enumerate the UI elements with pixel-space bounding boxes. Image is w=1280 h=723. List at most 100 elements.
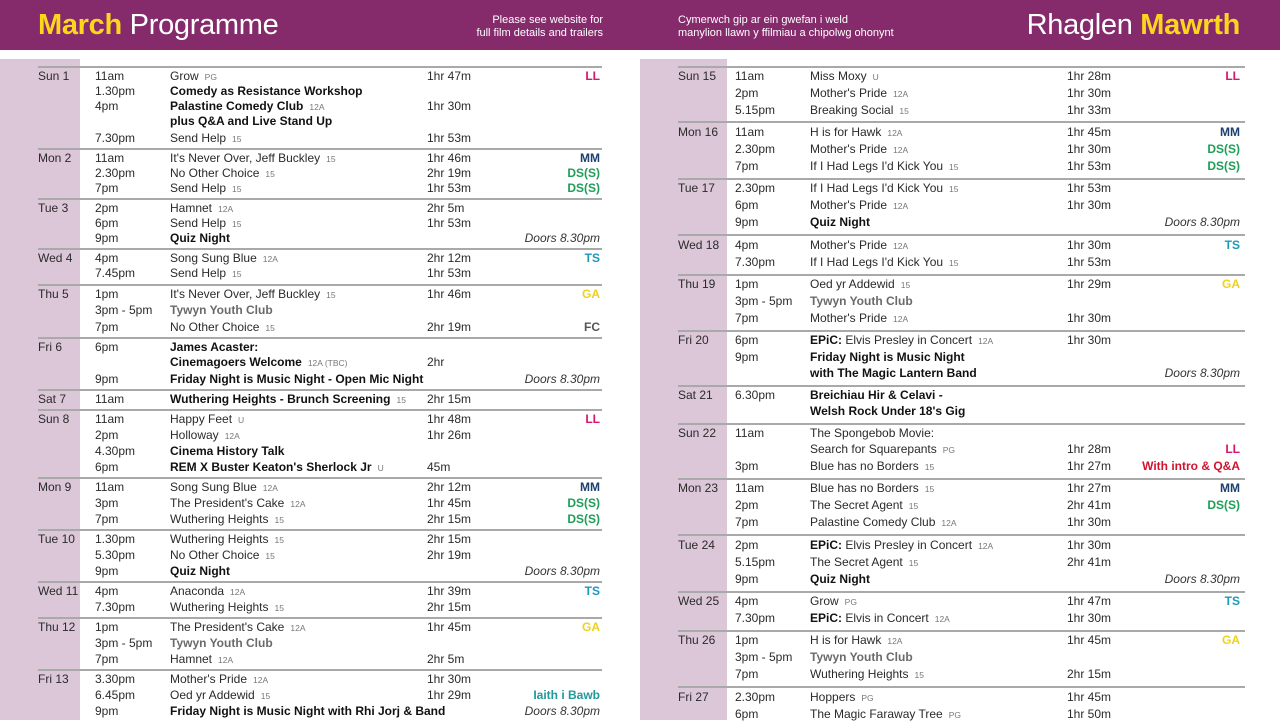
screening-row[interactable]: 2pm Mother's Pride 12A 1hr 30m [640,85,1280,101]
screening-row[interactable]: 7.30pm EPiC: Elvis in Concert 12A 1hr 30m [640,610,1280,626]
screening-row[interactable]: 9pm Friday Night is Music Night [640,349,1280,365]
film-title[interactable]: Send Help 15 [170,130,242,147]
film-title[interactable]: Miss Moxy U [810,68,879,85]
film-title[interactable]: The President's Cake 12A [170,619,305,636]
screening-row[interactable]: 3pm The President's Cake 12A 1hr 45m DS(S) [0,495,640,511]
screening-row[interactable]: Cinemagoers Welcome 12A (TBC) 2hr [0,354,640,370]
film-title[interactable]: Grow PG [170,68,217,85]
film-title[interactable]: It's Never Over, Jeff Buckley 15 [170,150,336,167]
screening-row[interactable]: 7.30pm If I Had Legs I'd Kick You 15 1hr 53… [640,254,1280,270]
film-title[interactable]: No Other Choice 15 [170,165,275,182]
film-title[interactable]: No Other Choice 15 [170,319,275,336]
film-title[interactable]: Wuthering Heights 15 [170,531,284,548]
film-title[interactable]: Wuthering Heights 15 [170,511,284,528]
screening-row[interactable]: 6pm REM X Buster Keaton's Sherlock Jr U 45m [0,459,640,475]
film-title[interactable]: Tywyn Youth Club [170,635,273,651]
screening-row[interactable]: 7.30pm Wuthering Heights 15 2hr 15m [0,599,640,615]
film-title[interactable]: The Spongebob Movie: [810,425,934,441]
screening-row[interactable]: 4pm Mother's Pride 12A 1hr 30m TS [640,237,1280,253]
screening-row[interactable]: 2.30pm No Other Choice 15 2hr 19m DS(S) [0,165,640,181]
screening-row[interactable]: 2.30pm Hoppers PG 1hr 45m [640,689,1280,705]
screening-row[interactable]: 3.30pm Mother's Pride 12A 1hr 30m [0,671,640,687]
screening-row[interactable]: 7pm Wuthering Heights 15 2hr 15m DS(S) [0,511,640,527]
screening-row[interactable]: 2pm EPiC: Elvis Presley in Concert 12A 1hr … [640,537,1280,553]
screening-row[interactable]: 7pm If I Had Legs I'd Kick You 15 1hr 53m DS… [640,158,1280,174]
screening-row[interactable]: 1.30pm Wuthering Heights 15 2hr 15m [0,531,640,547]
screening-row[interactable]: 4pm Anaconda 12A 1hr 39m TS [0,583,640,599]
screening-row[interactable]: 7pm Palastine Comedy Club 12A 1hr 30m [640,514,1280,530]
screening-row[interactable]: 6.45pm Oed yr Addewid 15 1hr 29m Iaith i Baw… [0,687,640,703]
screening-row[interactable]: 6pm Mother's Pride 12A 1hr 30m [640,197,1280,213]
film-title[interactable]: Wuthering Heights 15 [170,599,284,616]
screening-row[interactable]: 5.15pm Breaking Social 15 1hr 33m [640,102,1280,118]
film-title[interactable]: Cinemagoers Welcome 12A (TBC) [170,354,348,371]
screening-row[interactable]: 4.30pm Cinema History Talk [0,443,640,459]
film-title[interactable]: Mother's Pride 12A [810,85,908,102]
screening-row[interactable]: 11am Blue has no Borders 15 1hr 27m MM [640,480,1280,496]
film-title[interactable]: Search for Squarepants PG [810,441,955,458]
film-title[interactable]: No Other Choice 15 [170,547,275,564]
screening-row[interactable]: 2pm Hamnet 12A 2hr 5m [0,200,640,216]
film-title[interactable]: Comedy as Resistance Workshop [170,83,363,99]
film-title[interactable]: The President's Cake 12A [170,495,305,512]
film-title[interactable]: Send Help 15 [170,180,242,197]
film-title[interactable]: Breaking Social 15 [810,102,909,119]
film-title[interactable]: EPiC: Elvis in Concert 12A [810,610,950,627]
film-title[interactable]: Tywyn Youth Club [810,649,913,665]
screening-row[interactable]: 3pm - 5pm Tywyn Youth Club [0,635,640,651]
film-title[interactable]: Hamnet 12A [170,200,233,217]
screening-row[interactable]: 3pm - 5pm Tywyn Youth Club [0,302,640,318]
film-title[interactable]: Hamnet 12A [170,651,233,668]
screening-row[interactable]: with The Magic Lantern Band Doors 8.30pm [640,365,1280,381]
film-title[interactable]: Mother's Pride 12A [810,141,908,158]
screening-row[interactable]: 11am Miss Moxy U 1hr 28m LL [640,68,1280,84]
screening-row[interactable]: 6pm The Magic Faraway Tree PG 1hr 50m [640,706,1280,722]
film-title[interactable]: Oed yr Addewid 15 [170,687,270,704]
screening-row[interactable]: 11am It's Never Over, Jeff Buckley 15 1hr 4… [0,150,640,166]
film-title[interactable]: Anaconda 12A [170,583,245,600]
film-title[interactable]: Quiz Night [810,214,870,230]
film-title[interactable]: Quiz Night [810,571,870,587]
screening-row[interactable]: Welsh Rock Under 18's Gig [640,403,1280,419]
film-title[interactable]: James Acaster: [170,339,258,355]
film-title[interactable]: Mother's Pride 12A [170,671,268,688]
screening-row[interactable]: 2pm The Secret Agent 15 2hr 41m DS(S) [640,497,1280,513]
screening-row[interactable]: 6pm EPiC: Elvis Presley in Concert 12A 1hr … [640,332,1280,348]
screening-row[interactable]: 4pm Palastine Comedy Club 12A 1hr 30m [0,98,640,114]
screening-row[interactable]: 4pm Grow PG 1hr 47m TS [640,593,1280,609]
film-title[interactable]: Send Help 15 [170,265,242,282]
screening-row[interactable]: 1pm It's Never Over, Jeff Buckley 15 1hr 46… [0,286,640,302]
film-title[interactable]: Welsh Rock Under 18's Gig [810,403,965,419]
screening-row[interactable]: 7pm Wuthering Heights 15 2hr 15m [640,666,1280,682]
film-title[interactable]: Mother's Pride 12A [810,310,908,327]
film-title[interactable]: The Magic Faraway Tree PG [810,706,961,723]
screening-row[interactable]: 1.30pm Comedy as Resistance Workshop [0,83,640,99]
film-title[interactable]: with The Magic Lantern Band [810,365,977,381]
film-title[interactable]: The Secret Agent 15 [810,497,918,514]
screening-row[interactable]: 7.45pm Send Help 15 1hr 53m [0,265,640,281]
screening-row[interactable]: 9pm Friday Night is Music Night with Rhi … [0,703,640,719]
film-title[interactable]: Quiz Night [170,563,230,579]
screening-row[interactable]: 1pm The President's Cake 12A 1hr 45m GA [0,619,640,635]
screening-row[interactable]: Search for Squarepants PG 1hr 28m LL [640,441,1280,457]
film-title[interactable]: Mother's Pride 12A [810,237,908,254]
screening-row[interactable]: 9pm Quiz Night Doors 8.30pm [640,571,1280,587]
film-title[interactable]: Cinema History Talk [170,443,284,459]
film-title[interactable]: Friday Night is Music Night - Open Mic N… [170,371,423,387]
film-title[interactable]: Grow PG [810,593,857,610]
screening-row[interactable]: plus Q&A and Live Stand Up [0,113,640,129]
screening-row[interactable]: 2.30pm If I Had Legs I'd Kick You 15 1hr 53… [640,180,1280,196]
film-title[interactable]: EPiC: Elvis Presley in Concert 12A [810,332,993,349]
film-title[interactable]: Tywyn Youth Club [810,293,913,309]
film-title[interactable]: Happy Feet U [170,411,244,428]
screening-row[interactable]: 3pm Blue has no Borders 15 1hr 27m With intr… [640,458,1280,474]
film-title[interactable]: Quiz Night [170,230,230,246]
film-title[interactable]: H is for Hawk 12A [810,632,902,649]
screening-row[interactable]: 1pm Oed yr Addewid 15 1hr 29m GA [640,276,1280,292]
film-title[interactable]: If I Had Legs I'd Kick You 15 [810,254,959,271]
film-title[interactable]: EPiC: Elvis Presley in Concert 12A [810,537,993,554]
screening-row[interactable]: 6.30pm Breichiau Hir & Celavi - [640,387,1280,403]
film-title[interactable]: Tywyn Youth Club [170,302,273,318]
film-title[interactable]: Wuthering Heights 15 [810,666,924,683]
screening-row[interactable]: 1pm H is for Hawk 12A 1hr 45m GA [640,632,1280,648]
